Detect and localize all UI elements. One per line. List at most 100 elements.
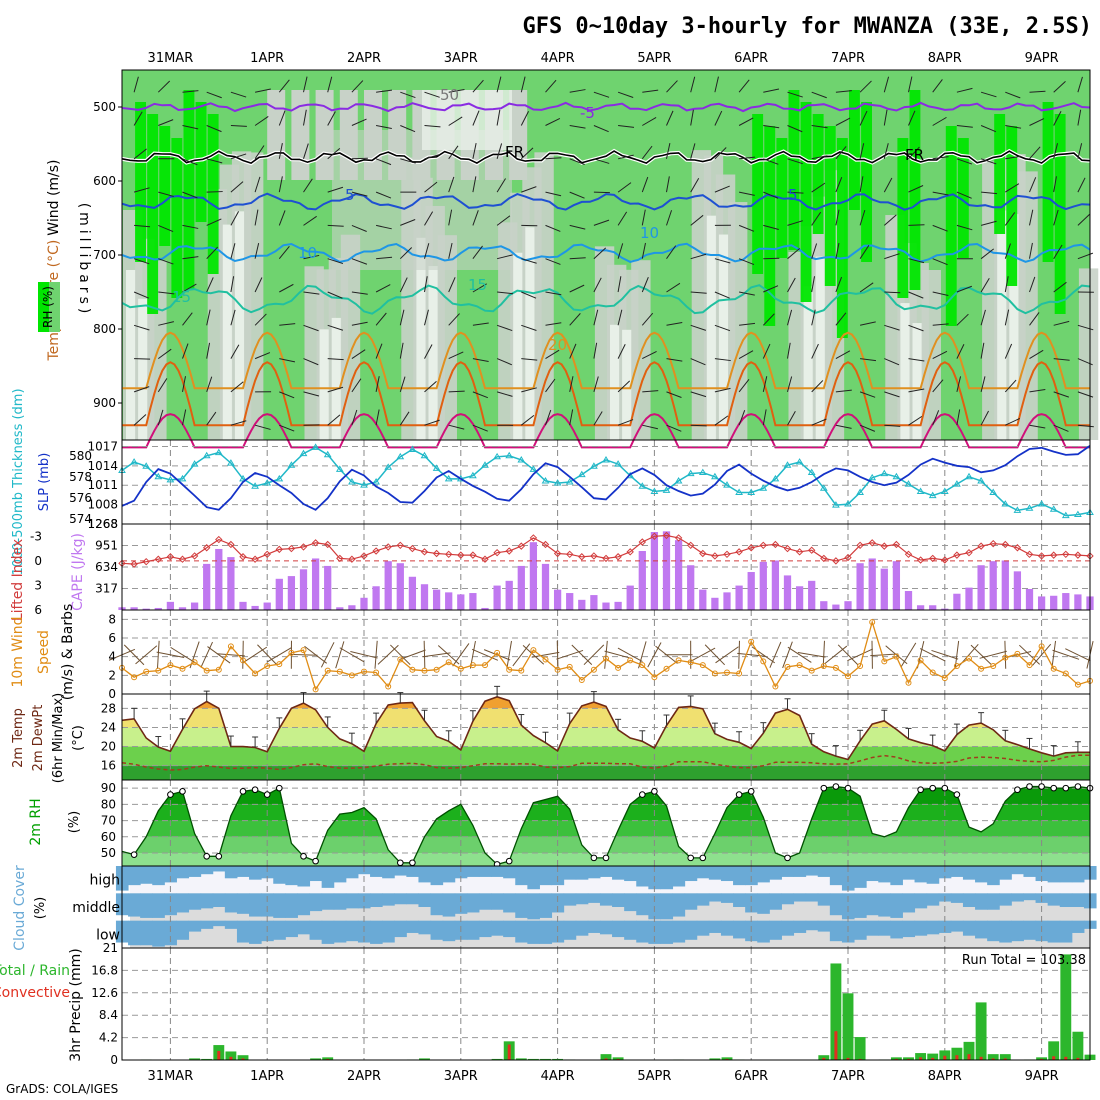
rh-marker xyxy=(735,791,743,798)
wind-barb xyxy=(666,358,683,362)
li-marker xyxy=(590,552,598,560)
rh-dry-core xyxy=(1009,214,1019,440)
wind-barb xyxy=(230,420,247,426)
rh-marker xyxy=(179,788,186,795)
cape-bar xyxy=(203,563,211,610)
cloud-bar xyxy=(382,866,395,879)
li-marker xyxy=(783,544,792,553)
thickness-marker xyxy=(928,491,937,499)
convective-bar xyxy=(967,1054,971,1060)
wind-barb-10m xyxy=(377,644,399,665)
wind-barb xyxy=(835,276,843,293)
cloud-bar xyxy=(575,920,589,936)
contour-label: -5 xyxy=(580,104,595,122)
wind-barb xyxy=(279,358,296,363)
cape-bar xyxy=(674,540,683,610)
cloud-bar xyxy=(1023,920,1037,940)
wind-barb xyxy=(206,411,217,426)
cloud-bar xyxy=(503,866,516,879)
wind-barb xyxy=(859,424,876,432)
cloud-bar xyxy=(793,920,807,933)
wind-barb-10m xyxy=(604,640,608,669)
wind-barb xyxy=(642,89,659,93)
slp-tick: 1014 xyxy=(87,459,118,473)
precip-bar xyxy=(189,1058,201,1060)
wind-barb xyxy=(787,342,791,359)
cloud-bar xyxy=(866,893,879,916)
wind-barb-10m xyxy=(135,645,158,665)
wind-barb xyxy=(859,209,866,226)
wind-barb xyxy=(1005,91,1021,99)
thickness-marker xyxy=(372,478,380,485)
wind-barb-10m xyxy=(320,642,335,668)
wind-barb-10m xyxy=(390,644,411,666)
cloud-bar xyxy=(176,893,190,913)
cloud-bar xyxy=(406,866,419,877)
thickness-marker xyxy=(735,488,743,495)
wind-barb xyxy=(133,148,147,160)
li-marker xyxy=(190,552,199,560)
cape-bar xyxy=(916,605,925,610)
wind-barb xyxy=(811,211,822,226)
wind-barb-10m xyxy=(471,648,499,661)
wind-barb xyxy=(908,224,925,226)
thickness-marker xyxy=(844,500,852,507)
wind-barb xyxy=(641,312,654,326)
wind-barb xyxy=(932,258,948,266)
cloud-bar xyxy=(551,893,565,913)
wind-barb xyxy=(569,313,581,326)
isotherm-freezing xyxy=(121,150,1091,165)
cloud-bar xyxy=(478,893,492,910)
wind-barb xyxy=(1029,90,1046,93)
li-marker xyxy=(904,550,913,559)
wind-barb xyxy=(303,109,307,126)
rh-marker xyxy=(1062,784,1070,792)
li-marker xyxy=(384,543,392,551)
li-marker xyxy=(275,545,284,554)
wind-barb xyxy=(763,88,780,93)
date-label-bottom: 1APR xyxy=(250,1069,284,1084)
wind-speed-marker xyxy=(832,664,839,671)
cloud-level-label: low xyxy=(96,927,120,943)
wind-barb xyxy=(1005,183,1020,193)
precip-conv-label: Convective xyxy=(0,985,70,1001)
cape-bar xyxy=(420,584,429,610)
cloud-bar xyxy=(575,893,589,905)
cloud-bar xyxy=(442,866,456,883)
thickness-marker xyxy=(275,474,284,482)
cape-bar xyxy=(602,602,610,610)
wind-barb xyxy=(739,291,755,296)
li-marker xyxy=(432,549,441,558)
cloud-bar xyxy=(309,893,323,912)
cloud-bar xyxy=(781,893,795,905)
wind-barb xyxy=(618,125,635,128)
thickness-marker xyxy=(880,469,889,477)
wind-barb xyxy=(690,391,707,398)
temp-legend: 2m DewPt xyxy=(31,705,46,772)
convective-bar xyxy=(894,1058,898,1060)
wind-barb xyxy=(835,177,843,193)
cloud-bar xyxy=(612,920,625,938)
wind-speed-marker xyxy=(929,669,936,676)
cloud-bar xyxy=(430,893,444,916)
wind-speed-marker xyxy=(131,674,138,681)
precip-bar xyxy=(830,963,842,1060)
li-marker xyxy=(868,539,876,547)
wind-speed-marker xyxy=(881,658,888,665)
cape-bar xyxy=(457,594,465,610)
wind-barb xyxy=(158,348,172,360)
cloud-bar xyxy=(321,893,335,910)
wind-barb xyxy=(641,209,646,226)
wind-barb xyxy=(956,224,973,231)
cape-bar xyxy=(904,591,913,610)
cloud-bar xyxy=(164,866,177,883)
wind-speed-marker xyxy=(494,649,501,656)
cloud-bar xyxy=(370,920,383,944)
thickness-marker xyxy=(166,475,175,483)
thickness-marker xyxy=(190,460,199,467)
wind-barb xyxy=(158,291,175,295)
li-marker xyxy=(263,550,271,559)
wind-speed-marker xyxy=(300,647,307,654)
date-label-top: 1APR xyxy=(250,51,284,66)
wind-barb xyxy=(980,309,986,326)
